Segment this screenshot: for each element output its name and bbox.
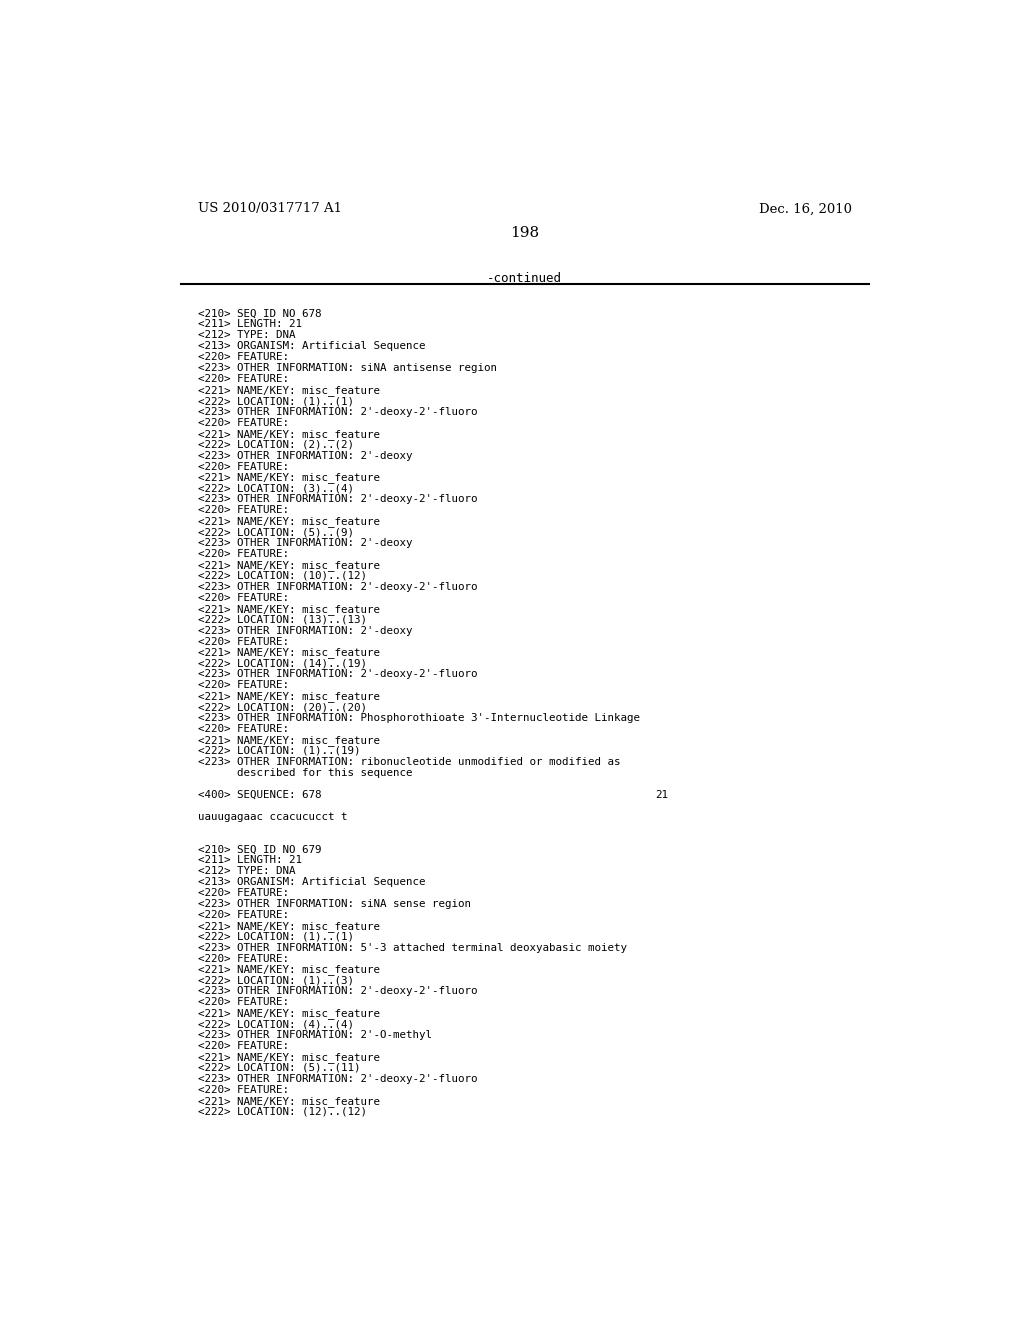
Text: <220> FEATURE:: <220> FEATURE: [198,1085,289,1094]
Text: <222> LOCATION: (20)..(20): <222> LOCATION: (20)..(20) [198,702,367,713]
Text: <400> SEQUENCE: 678: <400> SEQUENCE: 678 [198,789,322,800]
Text: <223> OTHER INFORMATION: Phosphorothioate 3'-Internucleotide Linkage: <223> OTHER INFORMATION: Phosphorothioat… [198,713,640,723]
Text: <221> NAME/KEY: misc_feature: <221> NAME/KEY: misc_feature [198,429,380,440]
Text: <223> OTHER INFORMATION: 5'-3 attached terminal deoxyabasic moiety: <223> OTHER INFORMATION: 5'-3 attached t… [198,942,627,953]
Text: <222> LOCATION: (10)..(12): <222> LOCATION: (10)..(12) [198,572,367,581]
Text: <221> NAME/KEY: misc_feature: <221> NAME/KEY: misc_feature [198,921,380,932]
Text: <220> FEATURE:: <220> FEATURE: [198,593,289,603]
Text: <223> OTHER INFORMATION: siNA antisense region: <223> OTHER INFORMATION: siNA antisense … [198,363,497,374]
Text: <221> NAME/KEY: misc_feature: <221> NAME/KEY: misc_feature [198,603,380,615]
Text: <223> OTHER INFORMATION: 2'-deoxy-2'-fluoro: <223> OTHER INFORMATION: 2'-deoxy-2'-flu… [198,1074,477,1084]
Text: <221> NAME/KEY: misc_feature: <221> NAME/KEY: misc_feature [198,473,380,483]
Text: <222> LOCATION: (2)..(2): <222> LOCATION: (2)..(2) [198,440,353,450]
Text: <222> LOCATION: (1)..(19): <222> LOCATION: (1)..(19) [198,746,360,756]
Text: <220> FEATURE:: <220> FEATURE: [198,549,289,560]
Text: <223> OTHER INFORMATION: 2'-O-methyl: <223> OTHER INFORMATION: 2'-O-methyl [198,1030,432,1040]
Text: <223> OTHER INFORMATION: 2'-deoxy: <223> OTHER INFORMATION: 2'-deoxy [198,450,413,461]
Text: <222> LOCATION: (5)..(11): <222> LOCATION: (5)..(11) [198,1063,360,1073]
Text: <221> NAME/KEY: misc_feature: <221> NAME/KEY: misc_feature [198,735,380,746]
Text: <210> SEQ ID NO 679: <210> SEQ ID NO 679 [198,845,322,854]
Text: <222> LOCATION: (3)..(4): <222> LOCATION: (3)..(4) [198,483,353,494]
Text: 198: 198 [510,226,540,240]
Text: <220> FEATURE:: <220> FEATURE: [198,506,289,515]
Text: <222> LOCATION: (1)..(3): <222> LOCATION: (1)..(3) [198,975,353,986]
Text: <223> OTHER INFORMATION: 2'-deoxy-2'-fluoro: <223> OTHER INFORMATION: 2'-deoxy-2'-flu… [198,407,477,417]
Text: <220> FEATURE:: <220> FEATURE: [198,418,289,428]
Text: <210> SEQ ID NO 678: <210> SEQ ID NO 678 [198,309,322,318]
Text: described for this sequence: described for this sequence [198,768,413,777]
Text: <222> LOCATION: (13)..(13): <222> LOCATION: (13)..(13) [198,615,367,624]
Text: <222> LOCATION: (1)..(1): <222> LOCATION: (1)..(1) [198,932,353,941]
Text: <220> FEATURE:: <220> FEATURE: [198,352,289,362]
Text: <220> FEATURE:: <220> FEATURE: [198,374,289,384]
Text: <223> OTHER INFORMATION: 2'-deoxy-2'-fluoro: <223> OTHER INFORMATION: 2'-deoxy-2'-flu… [198,495,477,504]
Text: <223> OTHER INFORMATION: ribonucleotide unmodified or modified as: <223> OTHER INFORMATION: ribonucleotide … [198,756,621,767]
Text: <221> NAME/KEY: misc_feature: <221> NAME/KEY: misc_feature [198,1008,380,1019]
Text: <212> TYPE: DNA: <212> TYPE: DNA [198,866,295,876]
Text: <220> FEATURE:: <220> FEATURE: [198,462,289,471]
Text: US 2010/0317717 A1: US 2010/0317717 A1 [198,202,342,215]
Text: <223> OTHER INFORMATION: siNA sense region: <223> OTHER INFORMATION: siNA sense regi… [198,899,471,909]
Text: <221> NAME/KEY: misc_feature: <221> NAME/KEY: misc_feature [198,965,380,975]
Text: <220> FEATURE:: <220> FEATURE: [198,953,289,964]
Text: <222> LOCATION: (4)..(4): <222> LOCATION: (4)..(4) [198,1019,353,1030]
Text: <220> FEATURE:: <220> FEATURE: [198,636,289,647]
Text: <221> NAME/KEY: misc_feature: <221> NAME/KEY: misc_feature [198,560,380,572]
Text: <221> NAME/KEY: misc_feature: <221> NAME/KEY: misc_feature [198,692,380,702]
Text: <221> NAME/KEY: misc_feature: <221> NAME/KEY: misc_feature [198,385,380,396]
Text: <221> NAME/KEY: misc_feature: <221> NAME/KEY: misc_feature [198,1052,380,1063]
Text: <223> OTHER INFORMATION: 2'-deoxy-2'-fluoro: <223> OTHER INFORMATION: 2'-deoxy-2'-flu… [198,986,477,997]
Text: <220> FEATURE:: <220> FEATURE: [198,909,289,920]
Text: <212> TYPE: DNA: <212> TYPE: DNA [198,330,295,341]
Text: <220> FEATURE:: <220> FEATURE: [198,725,289,734]
Text: <222> LOCATION: (14)..(19): <222> LOCATION: (14)..(19) [198,659,367,668]
Text: Dec. 16, 2010: Dec. 16, 2010 [759,202,852,215]
Text: <221> NAME/KEY: misc_feature: <221> NAME/KEY: misc_feature [198,648,380,659]
Text: <223> OTHER INFORMATION: 2'-deoxy-2'-fluoro: <223> OTHER INFORMATION: 2'-deoxy-2'-flu… [198,582,477,591]
Text: <211> LENGTH: 21: <211> LENGTH: 21 [198,855,302,865]
Text: <223> OTHER INFORMATION: 2'-deoxy: <223> OTHER INFORMATION: 2'-deoxy [198,539,413,548]
Text: <223> OTHER INFORMATION: 2'-deoxy: <223> OTHER INFORMATION: 2'-deoxy [198,626,413,636]
Text: <223> OTHER INFORMATION: 2'-deoxy-2'-fluoro: <223> OTHER INFORMATION: 2'-deoxy-2'-flu… [198,669,477,680]
Text: <221> NAME/KEY: misc_feature: <221> NAME/KEY: misc_feature [198,516,380,527]
Text: -continued: -continued [487,272,562,285]
Text: <222> LOCATION: (12)..(12): <222> LOCATION: (12)..(12) [198,1106,367,1117]
Text: 21: 21 [655,789,668,800]
Text: <213> ORGANISM: Artificial Sequence: <213> ORGANISM: Artificial Sequence [198,876,425,887]
Text: <222> LOCATION: (5)..(9): <222> LOCATION: (5)..(9) [198,527,353,537]
Text: <220> FEATURE:: <220> FEATURE: [198,1041,289,1051]
Text: <220> FEATURE:: <220> FEATURE: [198,680,289,690]
Text: uauugagaac ccacucucct t: uauugagaac ccacucucct t [198,812,347,821]
Text: <211> LENGTH: 21: <211> LENGTH: 21 [198,319,302,330]
Text: <220> FEATURE:: <220> FEATURE: [198,888,289,898]
Text: <222> LOCATION: (1)..(1): <222> LOCATION: (1)..(1) [198,396,353,407]
Text: <221> NAME/KEY: misc_feature: <221> NAME/KEY: misc_feature [198,1096,380,1106]
Text: <213> ORGANISM: Artificial Sequence: <213> ORGANISM: Artificial Sequence [198,342,425,351]
Text: <220> FEATURE:: <220> FEATURE: [198,998,289,1007]
